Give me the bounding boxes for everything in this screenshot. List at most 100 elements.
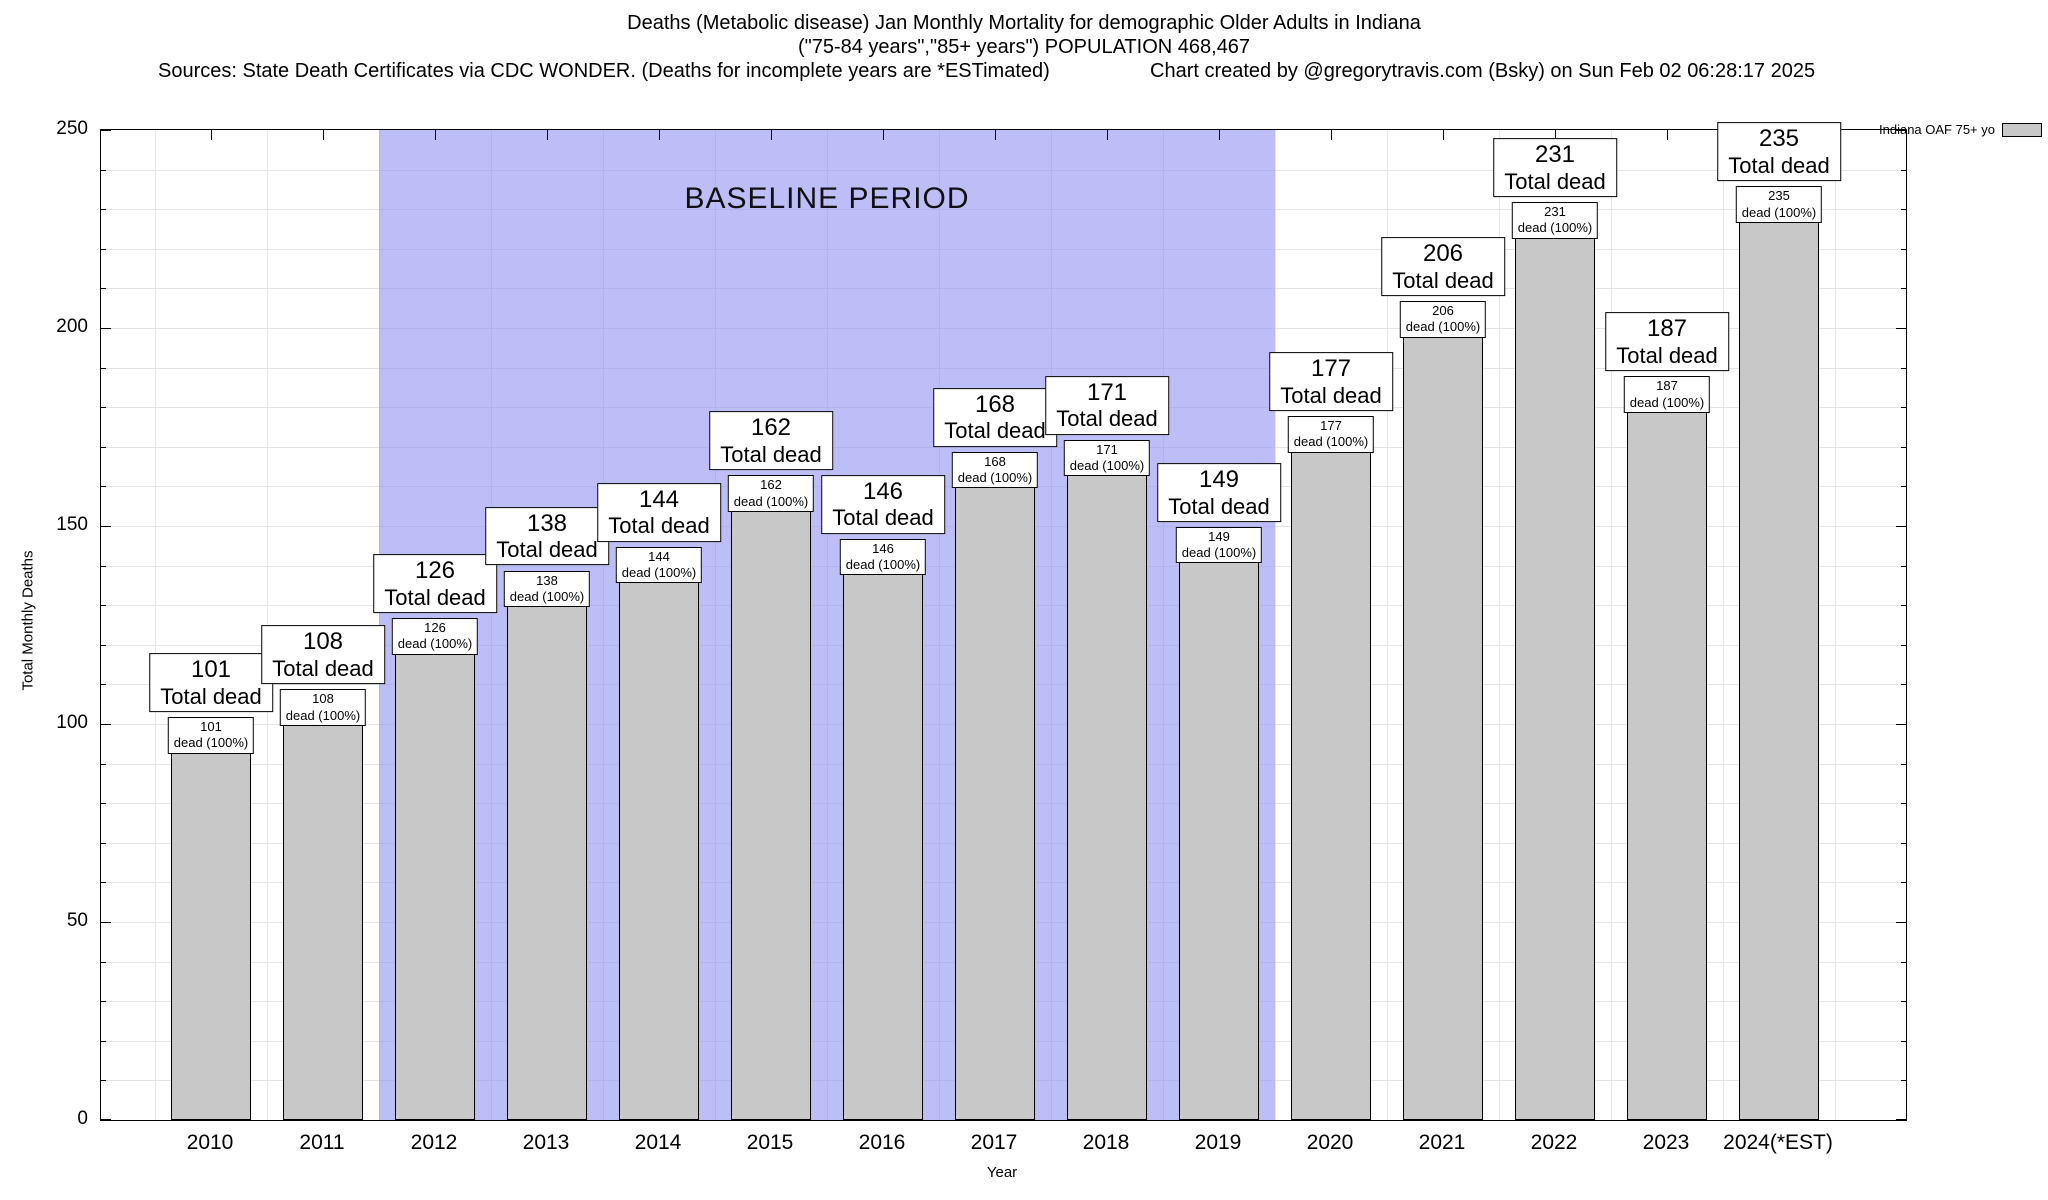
y-tick-mark [1896, 922, 1906, 923]
y-minor-tick-mark [1901, 644, 1906, 646]
x-tick-mark [547, 130, 548, 140]
baseline-period-label: BASELINE PERIOD [684, 182, 970, 215]
bar-total-label: 138 Total dead [485, 506, 609, 566]
gridline-vertical [1611, 130, 1612, 1120]
bar-total-value: 138 [526, 509, 568, 537]
legend-swatch-icon [2002, 122, 2042, 137]
y-tick-label: 0 [77, 1108, 88, 1129]
bar-inner-text: dead (100%) [509, 588, 585, 604]
y-tick-mark [1896, 130, 1906, 131]
y-minor-tick-mark [1901, 169, 1906, 171]
bar-total-value: 162 [750, 414, 792, 442]
y-tick-mark [1896, 1119, 1906, 1120]
bar-total-value: 187 [1646, 315, 1688, 343]
x-tick-label: 2019 [1194, 1131, 1242, 1154]
bar-inner-label: 206 dead (100%) [1399, 301, 1487, 338]
bar-total-text: Total dead [1392, 267, 1494, 293]
bar-inner-label: 126 dead (100%) [391, 618, 479, 655]
bar-total-text: Total dead [608, 513, 710, 539]
bar-total-text: Total dead [496, 537, 598, 563]
bar-total-text: Total dead [160, 683, 262, 709]
gridline-vertical [1387, 130, 1388, 1120]
y-minor-tick-mark [101, 209, 106, 211]
y-minor-tick-mark [101, 1001, 106, 1003]
bar-total-label: 171 Total dead [1045, 375, 1169, 435]
bar-inner-label: 149 dead (100%) [1175, 526, 1263, 564]
bar-total-label: 206 Total dead [1381, 237, 1505, 297]
bar-total-label: 126 Total dead [373, 554, 497, 614]
y-minor-tick-mark [101, 803, 106, 805]
bar-total-text: Total dead [832, 505, 934, 531]
y-minor-tick-mark [1901, 209, 1906, 211]
y-minor-tick-mark [1901, 1001, 1906, 1003]
y-tick-label: 150 [56, 514, 88, 535]
bar-inner-value: 171 [1096, 441, 1118, 457]
bar-total-value: 168 [974, 390, 1016, 418]
bar-total-value: 177 [1310, 355, 1352, 383]
bar-total-label: 177 Total dead [1269, 352, 1393, 412]
bar-inner-text: dead (100%) [621, 565, 697, 580]
x-tick-label: 2024(*EST) [1723, 1131, 1833, 1154]
bar [507, 573, 587, 1120]
bar-inner-value: 187 [1656, 378, 1678, 394]
bar-total-text: Total dead [1056, 406, 1158, 432]
bar-inner-label: 177 dead (100%) [1287, 416, 1375, 453]
bar-inner-label: 235 dead (100%) [1735, 186, 1823, 223]
y-minor-tick-mark [101, 644, 106, 646]
x-tick-label: 2010 [186, 1131, 234, 1154]
bar-inner-text: dead (100%) [1741, 204, 1817, 220]
bar-inner-text: dead (100%) [285, 707, 361, 723]
y-minor-tick-mark [1901, 961, 1906, 963]
x-tick-mark [211, 130, 212, 140]
bar-total-value: 149 [1198, 466, 1240, 494]
x-tick-mark [995, 130, 996, 140]
gridline-vertical [1499, 130, 1500, 1120]
bar-inner-value: 162 [760, 477, 782, 493]
y-axis-title: Total Monthly Deaths [19, 550, 37, 691]
bar [1291, 419, 1371, 1120]
bar-total-value: 146 [862, 477, 904, 505]
bar-total-label: 187 Total dead [1605, 312, 1729, 372]
bar-inner-text: dead (100%) [1293, 434, 1369, 450]
y-minor-tick-mark [1901, 882, 1906, 884]
bar-total-text: Total dead [720, 442, 822, 468]
bar-inner-value: 149 [1208, 528, 1230, 544]
bar [1739, 189, 1819, 1120]
y-minor-tick-mark [1901, 248, 1906, 250]
bar [619, 549, 699, 1120]
x-tick-mark [1219, 130, 1220, 140]
bar-total-text: Total dead [384, 584, 486, 610]
bar-total-text: Total dead [1728, 153, 1830, 179]
y-minor-tick-mark [101, 605, 106, 607]
bar-total-text: Total dead [944, 418, 1046, 444]
y-minor-tick-mark [1901, 605, 1906, 607]
y-tick-mark [101, 724, 111, 725]
bar-total-text: Total dead [1616, 343, 1718, 369]
bar-total-value: 101 [190, 656, 232, 684]
bar-inner-text: dead (100%) [1181, 545, 1257, 561]
x-tick-label: 2020 [1306, 1131, 1354, 1154]
x-tick-label: 2023 [1642, 1131, 1690, 1154]
y-minor-tick-mark [1901, 367, 1906, 369]
x-tick-label: 2016 [858, 1131, 906, 1154]
plot-area: BASELINE PERIOD 101 Total dead 101 dead (100… [100, 122, 1907, 1121]
bar-inner-label: 162 dead (100%) [727, 475, 815, 512]
x-tick-label: 2013 [522, 1131, 570, 1154]
bar-inner-text: dead (100%) [1517, 220, 1593, 236]
y-tick-label: 50 [66, 910, 88, 931]
bar-inner-value: 206 [1432, 303, 1454, 319]
bar-inner-value: 146 [872, 540, 894, 556]
legend: Indiana OAF 75+ yo [1879, 122, 2042, 137]
y-minor-tick-mark [1901, 763, 1906, 765]
bar-total-value: 144 [638, 485, 680, 513]
bar-total-value: 126 [414, 557, 456, 585]
bar [171, 720, 251, 1120]
x-tick-label: 2017 [970, 1131, 1018, 1154]
bar [955, 454, 1035, 1120]
x-tick-label: 2022 [1530, 1131, 1578, 1154]
bar-inner-value: 101 [200, 719, 222, 735]
chart-credit-note: Chart created by @gregorytravis.com (Bsk… [1150, 60, 1816, 82]
y-tick-mark [101, 130, 111, 131]
bar-total-label: 231 Total dead [1493, 138, 1617, 198]
y-minor-tick-mark [101, 1040, 106, 1042]
